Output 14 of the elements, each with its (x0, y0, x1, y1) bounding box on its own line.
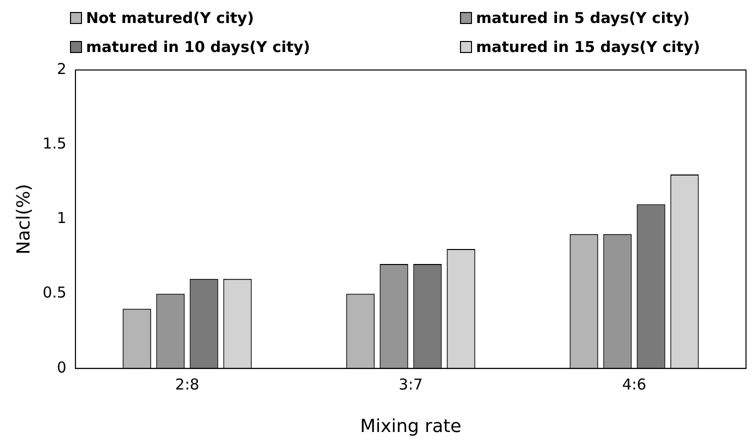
y-tick-label: 2 (56, 60, 66, 78)
x-tick-label: 3:7 (398, 375, 423, 394)
legend-label: matured in 5 days(Y city) (476, 8, 690, 26)
x-axis-title: Mixing rate (360, 416, 462, 437)
legend-label: matured in 15 days(Y city) (476, 38, 700, 56)
y-tick-label: 0.5 (42, 284, 66, 302)
y-tick-label: 1.5 (42, 134, 66, 152)
legend-label: matured in 10 days(Y city) (86, 38, 310, 56)
y-tick-label: 0 (56, 358, 66, 376)
x-tick-label: 2:8 (175, 375, 200, 394)
y-axis-title: Nacl(%) (13, 184, 34, 254)
y-tick-label: 1 (56, 209, 66, 228)
x-tick-label: 4:6 (622, 375, 646, 394)
legend-label: Not matured(Y city) (86, 8, 254, 26)
